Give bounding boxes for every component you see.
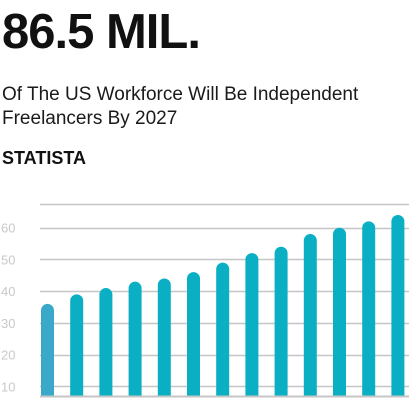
y-tick-label: 30 xyxy=(1,316,15,331)
bar xyxy=(303,234,317,396)
chart-bars xyxy=(41,215,405,396)
y-tick-label: 50 xyxy=(1,252,15,267)
y-axis-ticks: 10 20 30 40 50 60 xyxy=(1,221,15,395)
source-label: STATISTA xyxy=(2,148,86,168)
bar xyxy=(187,272,200,396)
bar xyxy=(245,253,259,396)
bar xyxy=(99,288,113,396)
bar xyxy=(391,215,405,396)
headline-description: Of The US Workforce Will Be Independent … xyxy=(2,84,359,129)
y-tick-label: 20 xyxy=(1,348,15,363)
bar xyxy=(274,246,288,396)
bar xyxy=(362,221,376,396)
bar xyxy=(41,303,54,396)
bar xyxy=(157,278,171,396)
bar xyxy=(70,294,84,396)
bar xyxy=(128,281,142,396)
bar xyxy=(333,227,346,396)
bar-chart: 10 20 30 40 50 60 xyxy=(1,203,409,398)
y-tick-label: 60 xyxy=(1,221,15,236)
y-tick-label: 10 xyxy=(1,379,15,394)
headline-value: 86.5 MIL. xyxy=(2,5,201,59)
bar xyxy=(216,262,230,396)
y-tick-label: 40 xyxy=(1,284,15,299)
